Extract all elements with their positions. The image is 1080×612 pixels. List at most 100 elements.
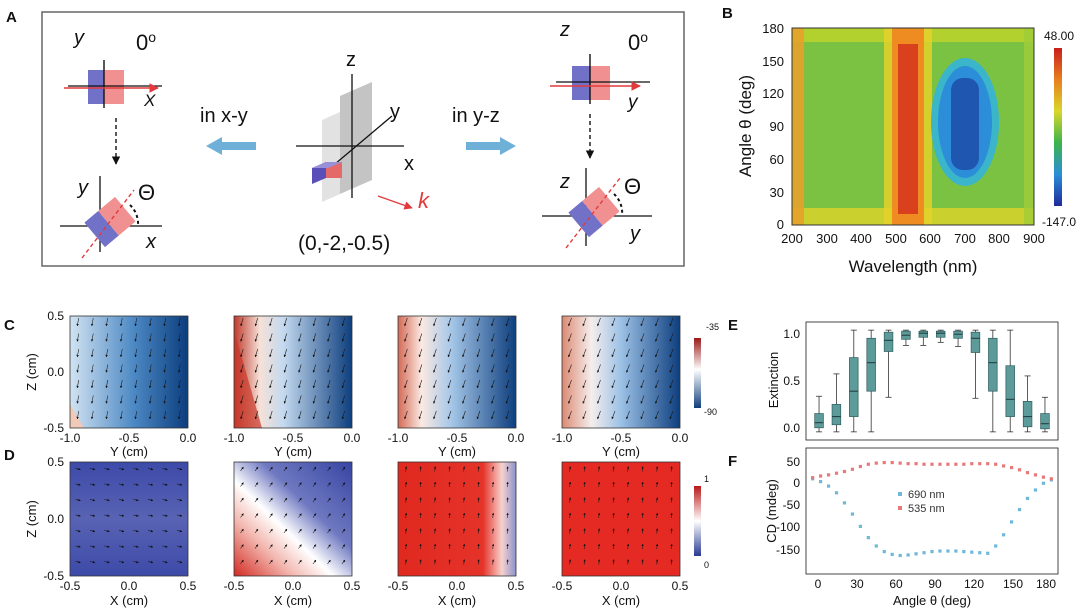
d-field-vector bbox=[670, 466, 673, 472]
d-field-vector bbox=[597, 481, 601, 488]
d-xlabel: X (cm) bbox=[438, 593, 476, 608]
d-field-vector bbox=[612, 481, 615, 488]
d-field-vector bbox=[448, 466, 451, 472]
c-field-vector bbox=[597, 379, 601, 389]
c-field-vector bbox=[447, 317, 452, 327]
d-field-vector bbox=[404, 481, 408, 488]
e-box bbox=[1005, 365, 1015, 417]
d-field-vector bbox=[269, 528, 273, 534]
e-box bbox=[866, 337, 876, 392]
d-xtick: -0.5 bbox=[224, 579, 245, 593]
c-ylabel: Z (cm) bbox=[24, 353, 39, 391]
d-field-vector bbox=[404, 559, 408, 565]
d-field-vector bbox=[283, 544, 288, 549]
f-point-690 bbox=[1017, 508, 1022, 512]
d-field-vector bbox=[568, 466, 572, 472]
d-field-vector bbox=[419, 512, 422, 519]
c-frame bbox=[69, 315, 189, 429]
d-field-vector bbox=[626, 497, 630, 503]
f-point-535 bbox=[1049, 477, 1053, 481]
right-bottom-z-label: z bbox=[559, 171, 570, 193]
c-xtick: 0.0 bbox=[508, 431, 525, 445]
center-plate-shadow bbox=[322, 112, 340, 202]
c-field-vector bbox=[404, 333, 408, 342]
panel-f-letter: F bbox=[728, 453, 737, 470]
c-field-vector bbox=[90, 317, 94, 327]
f-xlabel: Angle θ (deg) bbox=[893, 593, 971, 608]
d-field-vector bbox=[491, 466, 495, 472]
d-field-vector bbox=[404, 528, 408, 534]
e-box bbox=[1040, 413, 1050, 430]
c-field-vector bbox=[597, 364, 601, 373]
f-xtick: 90 bbox=[928, 577, 942, 591]
f-point-535 bbox=[874, 461, 878, 465]
d-field-vector bbox=[104, 560, 110, 564]
c-field-vector bbox=[254, 364, 258, 373]
b-xtick: 700 bbox=[954, 231, 976, 246]
c-field-vector bbox=[597, 348, 601, 358]
c-field-vector bbox=[105, 364, 109, 373]
c-field-vector bbox=[404, 317, 408, 327]
c-field-vector bbox=[119, 364, 123, 373]
center-cube bbox=[312, 162, 342, 184]
d-field-vector bbox=[283, 513, 288, 518]
c-field-vector bbox=[404, 410, 408, 420]
d-field-vector bbox=[118, 560, 125, 564]
d-field-vector bbox=[491, 512, 495, 519]
c-xtick: 0.0 bbox=[180, 431, 197, 445]
c-field-vector bbox=[655, 317, 659, 327]
c-field-vector bbox=[568, 317, 572, 327]
c-field-vector bbox=[269, 395, 273, 404]
c-field-vector bbox=[341, 348, 345, 358]
d-field-vector bbox=[597, 512, 601, 519]
d-field-vector bbox=[104, 529, 110, 533]
c-field-vector bbox=[462, 395, 466, 404]
c-field-vector bbox=[283, 348, 287, 358]
d-y-ticks: 0.5 0.0 -0.5 bbox=[43, 455, 64, 583]
f-point-690 bbox=[938, 549, 942, 553]
d-frame bbox=[561, 461, 681, 577]
c-field-vector bbox=[669, 410, 674, 420]
d-colorbar-max: 1 bbox=[704, 474, 709, 484]
c-xtick: -1.0 bbox=[60, 431, 81, 445]
d-field-vector bbox=[162, 514, 168, 517]
f-point-690 bbox=[818, 480, 823, 484]
d-field-vector bbox=[104, 483, 110, 486]
f-point-535 bbox=[978, 462, 982, 466]
right-top-cube-red bbox=[590, 66, 610, 100]
c-field-vector bbox=[611, 333, 616, 342]
f-point-690 bbox=[850, 512, 855, 516]
c-field-vector bbox=[105, 410, 109, 420]
e-ylabel: Extinction bbox=[766, 352, 781, 408]
c-field-vector bbox=[462, 348, 466, 358]
d-field-vector bbox=[312, 528, 317, 534]
c-field-vector bbox=[177, 317, 181, 327]
f-points bbox=[811, 460, 1053, 558]
e-y-ticks: 1.0 0.5 0.0 bbox=[783, 327, 800, 435]
d-field-vector bbox=[89, 545, 96, 548]
d-field-vector bbox=[147, 498, 154, 502]
c-field-vector bbox=[269, 333, 273, 342]
d-field-vector bbox=[283, 559, 288, 565]
d-field-vector bbox=[147, 545, 154, 548]
d-field-vector bbox=[462, 528, 466, 534]
f-frame bbox=[805, 447, 1059, 575]
c-field-vector bbox=[327, 333, 331, 342]
d-xlabel: X (cm) bbox=[110, 593, 148, 608]
c-field-vector bbox=[163, 348, 167, 358]
d-xtick: 0.0 bbox=[285, 579, 302, 593]
c-field-vector bbox=[491, 364, 495, 373]
c-field-vector bbox=[491, 317, 495, 327]
c-field-vector bbox=[105, 379, 109, 389]
d-field-vector bbox=[75, 514, 81, 517]
c-field-vector bbox=[476, 348, 481, 358]
d-field-vector bbox=[433, 512, 437, 519]
d-field-vector bbox=[312, 513, 317, 518]
d-field-vector bbox=[670, 528, 673, 534]
left-top-cube-blue bbox=[88, 70, 104, 104]
f-xtick: 60 bbox=[889, 577, 903, 591]
c-field-vector bbox=[148, 348, 152, 358]
f-point-690 bbox=[874, 544, 878, 548]
e-box bbox=[953, 330, 963, 339]
c-field-vector bbox=[240, 410, 244, 420]
